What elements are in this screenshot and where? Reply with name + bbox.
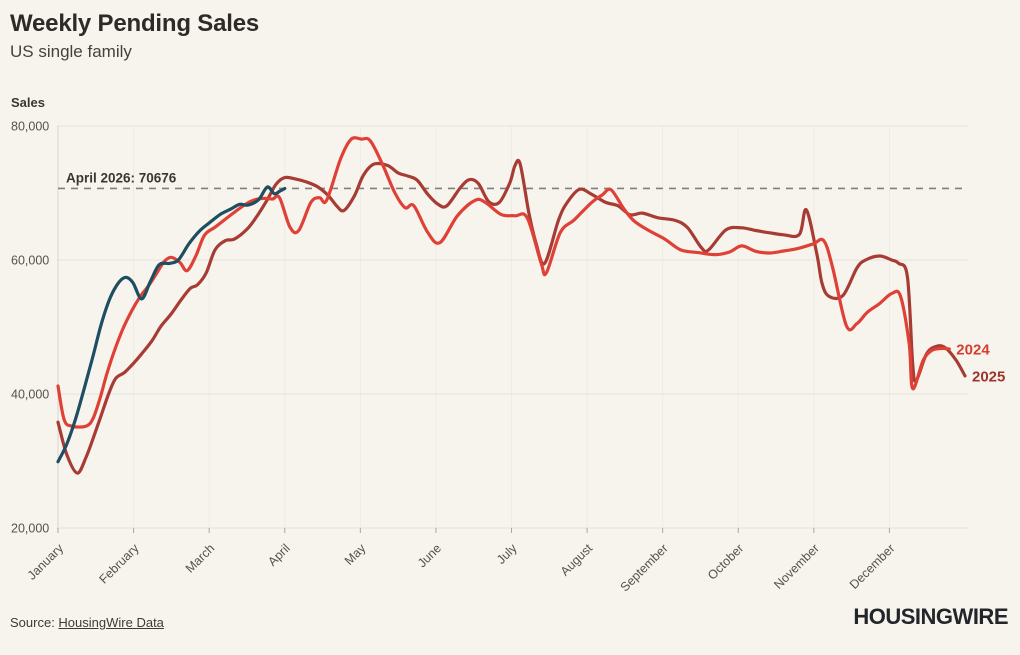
source-link[interactable]: HousingWire Data xyxy=(58,615,164,630)
series-end-label-2024: 2024 xyxy=(956,342,990,359)
series-line-2026 xyxy=(56,185,287,464)
month-label-november: November xyxy=(771,541,822,592)
y-tick-label-40000: 40,000 xyxy=(11,388,49,402)
month-label-august: August xyxy=(558,541,596,579)
month-label-september: September xyxy=(618,541,671,594)
y-tick-label-80000: 80,000 xyxy=(11,120,49,134)
y-tick-label-20000: 20,000 xyxy=(11,522,49,536)
month-label-july: July xyxy=(494,541,520,567)
source-prefix: Source: xyxy=(10,615,59,630)
series-line-2024 xyxy=(56,136,951,429)
annotation-label: April 2026: 70676 xyxy=(66,170,177,185)
page-title: Weekly Pending Sales xyxy=(10,10,259,37)
month-label-march: March xyxy=(183,541,217,575)
y-axis-title: Sales xyxy=(11,95,45,110)
page-subtitle: US single family xyxy=(10,42,132,61)
month-label-may: May xyxy=(342,541,369,568)
chart-header: Weekly Pending Sales US single family xyxy=(10,10,259,62)
month-label-january: January xyxy=(25,541,67,583)
month-label-december: December xyxy=(847,541,898,592)
month-label-june: June xyxy=(415,541,444,570)
month-label-april: April xyxy=(265,541,293,569)
source-line: Source: HousingWire Data xyxy=(10,615,164,630)
y-tick-label-60000: 60,000 xyxy=(11,254,49,268)
series-line-2025 xyxy=(56,158,967,475)
housingwire-logo: HOUSINGWIRE xyxy=(853,604,1008,629)
series-end-label-2025: 2025 xyxy=(972,368,1005,385)
month-label-october: October xyxy=(705,541,746,582)
month-label-february: February xyxy=(96,541,142,587)
